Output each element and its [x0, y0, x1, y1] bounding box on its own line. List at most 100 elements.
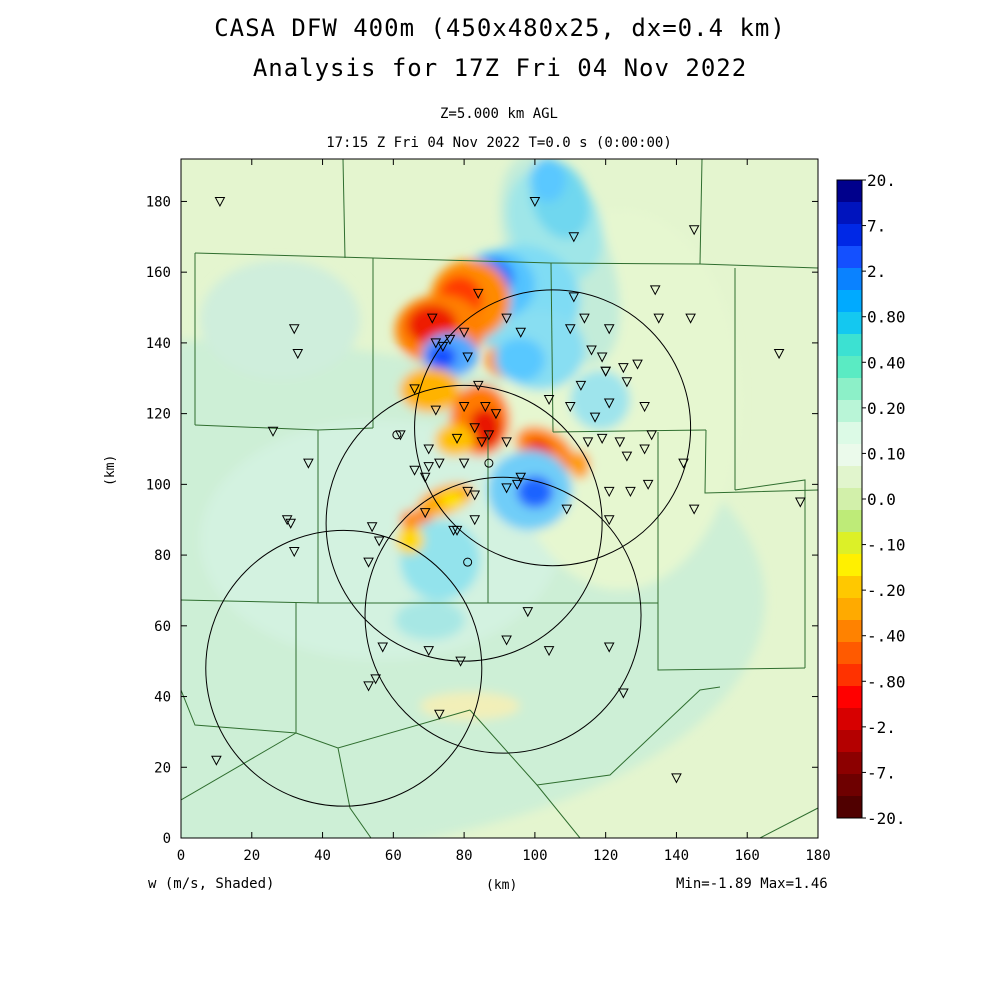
- field-patch: [396, 526, 424, 554]
- colorbar-label: 20.: [867, 171, 896, 190]
- x-tick-label: 180: [805, 848, 830, 864]
- colorbar-swatch: [837, 444, 862, 467]
- x-tick-label: 120: [593, 848, 618, 864]
- station-triangle-marker: [501, 313, 512, 324]
- colorbar-label: 0.80: [867, 308, 906, 327]
- station-triangle-marker: [469, 515, 481, 526]
- field-patch: [440, 492, 464, 508]
- y-tick-label: 20: [154, 760, 171, 776]
- station-triangle-marker: [501, 437, 512, 448]
- colorbar-swatch: [837, 664, 862, 687]
- chart-title-line2: Analysis for 17Z Fri 04 Nov 2022: [252, 54, 748, 82]
- colorbar-swatch: [837, 378, 862, 401]
- station-triangle-marker: [366, 522, 378, 533]
- county-line: [536, 686, 721, 786]
- colorbar-swatch: [837, 532, 862, 555]
- y-tick-label: 0: [163, 831, 171, 847]
- station-triangle-marker: [426, 313, 438, 324]
- station-circle-marker: [392, 430, 402, 440]
- colorbar-swatch: [837, 202, 862, 225]
- x-tick-label: 60: [385, 848, 402, 864]
- y-tick-label: 160: [146, 265, 171, 281]
- station-triangle-marker: [419, 472, 431, 483]
- station-triangle-marker: [469, 423, 481, 434]
- station-triangle-marker: [603, 324, 615, 335]
- colorbar-label: 2.: [867, 262, 886, 281]
- station-triangle-marker: [472, 380, 484, 391]
- station-triangle-marker: [423, 646, 435, 657]
- station-triangle-marker: [515, 327, 527, 338]
- station-triangle-marker: [639, 444, 650, 455]
- station-triangle-marker: [794, 497, 806, 508]
- station-triangle-marker: [671, 773, 682, 784]
- station-triangle-marker: [377, 642, 389, 653]
- colorbar: [836, 179, 866, 819]
- field-patch: [570, 370, 630, 430]
- level-subtitle: Z=5.000 km AGL: [439, 106, 558, 122]
- station-triangle-marker: [444, 334, 456, 345]
- station-triangle-marker: [303, 458, 314, 469]
- station-triangle-marker: [582, 437, 594, 448]
- station-triangle-marker: [430, 338, 442, 349]
- station-triangle-marker: [395, 430, 406, 441]
- field-patch: [420, 692, 520, 720]
- station-triangle-marker: [462, 352, 473, 363]
- colorbar-swatch: [837, 708, 862, 731]
- field-patch: [530, 159, 566, 202]
- station-triangle-marker: [455, 656, 466, 667]
- min-max-readout: Min=-1.89 Max=1.46: [676, 876, 828, 892]
- plot-frame: [180, 158, 819, 839]
- county-line: [181, 599, 658, 604]
- station-triangle-marker: [632, 359, 643, 370]
- station-triangle-marker: [603, 515, 615, 526]
- station-triangle-marker: [603, 398, 615, 409]
- colorbar-label: -.20: [867, 581, 906, 600]
- colorbar-label: 0.10: [867, 444, 906, 463]
- station-triangle-marker: [211, 755, 222, 766]
- county-line: [550, 262, 818, 269]
- station-triangle-marker: [625, 486, 636, 497]
- station-triangle-marker: [688, 504, 700, 515]
- station-triangle-marker: [773, 349, 785, 360]
- y-tick-label: 80: [154, 548, 171, 564]
- y-tick-label: 140: [146, 336, 171, 352]
- station-triangle-marker: [586, 345, 597, 356]
- range-ring: [414, 289, 692, 567]
- station-triangle-marker: [430, 405, 442, 416]
- station-triangle-marker: [603, 486, 615, 497]
- colorbar-swatch: [837, 180, 862, 203]
- station-triangle-marker: [543, 646, 555, 657]
- station-triangle-marker: [529, 196, 541, 208]
- county-line: [657, 603, 806, 671]
- station-triangle-marker: [649, 285, 661, 296]
- station-triangle-marker: [423, 444, 435, 455]
- station-triangle-marker: [564, 402, 576, 413]
- time-subtitle: 17:15 Z Fri 04 Nov 2022 T=0.0 s (0:00:00…: [326, 135, 672, 151]
- colorbar-swatch: [837, 246, 862, 269]
- station-circle-marker: [463, 557, 473, 567]
- colorbar-label: 0.40: [867, 353, 906, 372]
- colorbar-swatch: [837, 312, 862, 335]
- x-tick-label: 100: [522, 848, 547, 864]
- axis-tick-labels: 0 20 40 60 80 100 120 140 160 180 0 20 40 60 80 100 120 1…: [146, 194, 831, 864]
- colorbar-swatch: [837, 774, 862, 797]
- station-triangle-marker: [568, 292, 580, 303]
- station-markers: [211, 196, 806, 784]
- station-triangle-marker: [476, 437, 488, 448]
- station-triangle-marker: [596, 352, 608, 363]
- station-triangle-marker: [575, 380, 587, 391]
- range-ring: [205, 529, 483, 807]
- station-triangle-marker: [688, 225, 700, 236]
- station-triangle-marker: [462, 486, 473, 497]
- y-tick-label: 40: [154, 690, 171, 706]
- station-triangle-marker: [409, 384, 420, 395]
- colorbar-swatch: [837, 620, 862, 643]
- station-triangle-marker: [292, 349, 304, 360]
- station-circle-marker: [484, 458, 494, 468]
- y-tick-label: 100: [146, 477, 171, 493]
- station-triangle-marker: [621, 377, 633, 388]
- station-triangle-marker: [642, 479, 654, 490]
- station-triangle-marker: [490, 409, 502, 420]
- station-triangle-marker: [501, 483, 512, 494]
